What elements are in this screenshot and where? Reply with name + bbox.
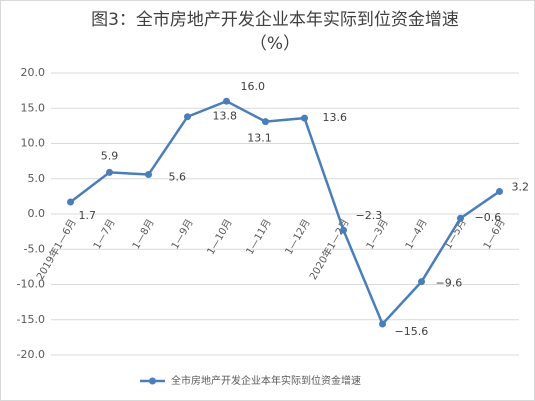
data-label: 1.7 bbox=[79, 209, 97, 222]
point bbox=[379, 320, 386, 328]
y-tick-label: -20.0 bbox=[17, 348, 45, 361]
data-label: 13.1 bbox=[247, 132, 272, 145]
data-label: −15.6 bbox=[395, 325, 429, 338]
point bbox=[496, 187, 503, 195]
y-tick-label: -15.0 bbox=[17, 313, 45, 326]
data-label: 13.8 bbox=[213, 110, 238, 123]
series-line bbox=[69, 99, 501, 327]
legend-marker bbox=[149, 377, 156, 385]
data-label: 3.2 bbox=[512, 180, 530, 193]
y-tick-label: 20.0 bbox=[21, 66, 46, 79]
chart-title: 图3：全市房地产开发企业本年实际到位资金增速 bbox=[91, 10, 459, 30]
y-tick-label: 5.0 bbox=[28, 172, 46, 185]
chart-subtitle: （%） bbox=[250, 34, 300, 54]
point bbox=[184, 113, 191, 121]
point bbox=[418, 278, 425, 286]
y-tick-label: -10.0 bbox=[17, 278, 45, 291]
data-label: 5.6 bbox=[169, 171, 187, 184]
data-label: 13.6 bbox=[323, 111, 348, 124]
point bbox=[106, 168, 113, 176]
data-label: 16.0 bbox=[241, 80, 266, 93]
point bbox=[301, 114, 308, 122]
data-label: −2.3 bbox=[356, 209, 383, 222]
legend-label: 全市房地产开发企业本年实际到位资金增速 bbox=[171, 374, 361, 387]
y-tick-label: 0.0 bbox=[28, 207, 46, 220]
data-label: −9.6 bbox=[436, 277, 463, 290]
point bbox=[67, 198, 74, 206]
point bbox=[145, 171, 152, 179]
data-label: 5.9 bbox=[101, 149, 119, 162]
y-tick-label: 10.0 bbox=[21, 137, 46, 150]
point bbox=[457, 214, 464, 222]
point bbox=[340, 226, 347, 234]
data-label: −0.6 bbox=[475, 211, 502, 224]
point bbox=[262, 118, 269, 126]
y-tick-label: -5.0 bbox=[24, 242, 45, 255]
point bbox=[223, 97, 230, 105]
y-tick-label: 15.0 bbox=[21, 101, 46, 114]
